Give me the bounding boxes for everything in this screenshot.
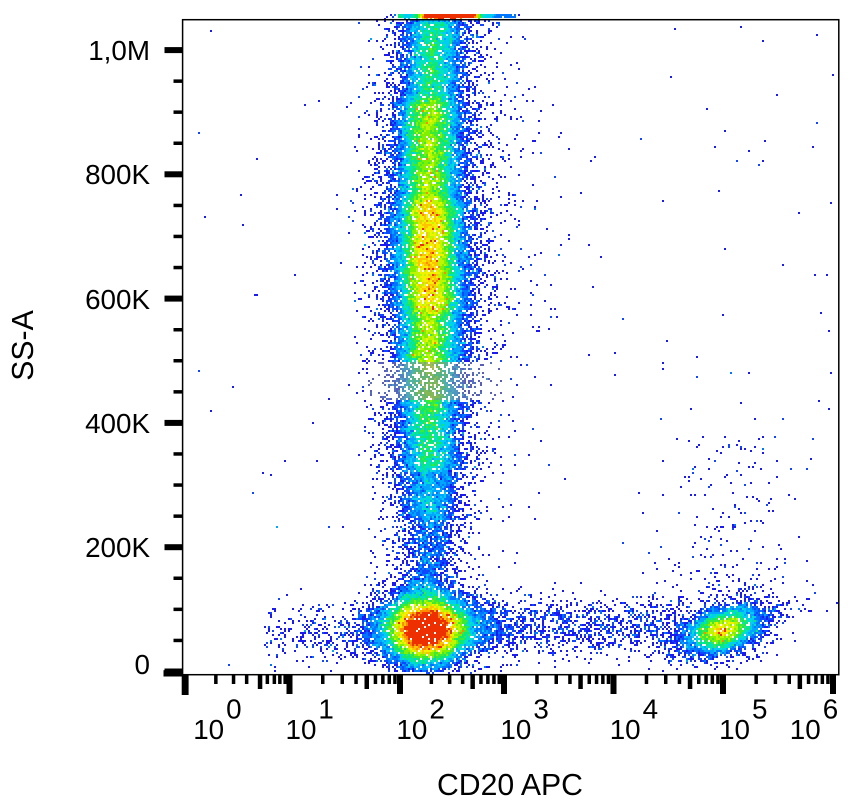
svg-text:400K: 400K xyxy=(85,408,150,439)
svg-text:0: 0 xyxy=(135,649,150,680)
svg-text:CD20 APC: CD20 APC xyxy=(437,769,583,802)
svg-text:1,0M: 1,0M xyxy=(88,35,150,66)
svg-text:SS-A: SS-A xyxy=(7,309,40,380)
svg-text:800K: 800K xyxy=(85,159,150,190)
svg-text:600K: 600K xyxy=(85,284,150,315)
svg-text:200K: 200K xyxy=(85,532,150,563)
